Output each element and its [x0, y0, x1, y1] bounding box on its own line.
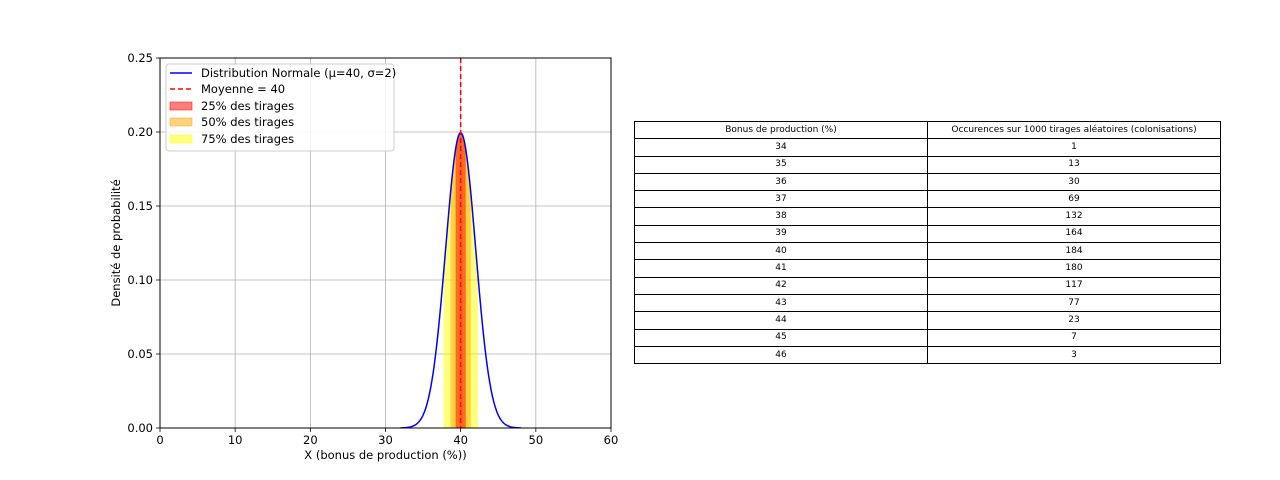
- table-row: 34 1: [634, 138, 1221, 157]
- x-tick-label: 50: [529, 433, 544, 447]
- table-header-bonus: Bonus de production (%): [634, 120, 928, 140]
- legend-swatch-50: [169, 117, 193, 127]
- table-cell-occurrences: 3: [927, 345, 1221, 365]
- table-cell-bonus: 39: [634, 224, 928, 244]
- legend: Distribution Normale (μ=40, σ=2) Moyenne…: [165, 63, 396, 152]
- table-cell-occurrences: 117: [927, 276, 1221, 295]
- legend-label-75: 75% des tirages: [201, 132, 294, 146]
- y-tick-label: 0.25: [127, 51, 153, 65]
- table-cell-occurrences: 164: [927, 224, 1221, 244]
- x-tick-label: 60: [604, 433, 619, 447]
- y-tick-label: 0.05: [127, 347, 153, 361]
- table-cell-bonus: 36: [634, 172, 928, 192]
- legend-label-mean: Moyenne = 40: [201, 82, 285, 96]
- table-cell-occurrences: 132: [927, 207, 1221, 226]
- table-row: 35 13: [634, 155, 1221, 174]
- table-cell-occurrences: 69: [927, 190, 1221, 209]
- y-tick-label: 0.10: [127, 273, 153, 287]
- table-row: 37 69: [634, 190, 1221, 209]
- table-cell-occurrences: 13: [927, 155, 1221, 174]
- probability-bands: [443, 132, 478, 428]
- table-row: 38 132: [634, 207, 1221, 226]
- table-row: 40 184: [634, 242, 1221, 261]
- table-row: 39 164: [634, 224, 1221, 244]
- table-cell-occurrences: 77: [927, 293, 1221, 313]
- x-tick-label: 10: [228, 433, 243, 447]
- table-cell-bonus: 37: [634, 190, 928, 209]
- table-cell-bonus: 45: [634, 328, 928, 347]
- table-cell-occurrences: 180: [927, 259, 1221, 278]
- y-tick-label: 0.00: [127, 421, 153, 435]
- table-header-occurrences: Occurences sur 1000 tirages aléatoires (…: [927, 120, 1221, 140]
- table-row: 43 77: [634, 293, 1221, 313]
- legend-label-distribution: Distribution Normale (μ=40, σ=2): [201, 66, 396, 80]
- legend-box: [165, 63, 395, 152]
- table-cell-bonus: 40: [634, 242, 928, 261]
- table-row: 36 30: [634, 172, 1221, 192]
- x-tick-label: 40: [453, 433, 468, 447]
- table-cell-occurrences: 184: [927, 242, 1221, 261]
- legend-label-50: 50% des tirages: [201, 115, 294, 129]
- legend-swatch-75: [169, 134, 193, 144]
- table-cell-occurrences: 30: [927, 172, 1221, 192]
- table-row: 45 7: [634, 328, 1221, 347]
- x-axis-label: X (bonus de production (%)): [304, 448, 466, 462]
- table-row: 44 23: [634, 311, 1221, 330]
- table-cell-bonus: 41: [634, 259, 928, 278]
- normal-distribution-chart: 0 10 20 30 40 50 60 0.00 0.05 0.10 0.15 0.20 0.25 X …: [109, 51, 618, 462]
- legend-label-25: 25% des tirages: [201, 99, 294, 113]
- table-header-row: Bonus de production (%) Occurences sur 1…: [634, 120, 1221, 140]
- table-cell-occurrences: 7: [927, 328, 1221, 347]
- axis-ticks: 0 10 20 30 40 50 60 0.00 0.05 0.10 0.15 0.20 0.25: [127, 51, 618, 447]
- table-cell-occurrences: 23: [927, 311, 1221, 330]
- distribution-lines: [400, 58, 521, 428]
- x-tick-label: 0: [156, 433, 163, 447]
- y-axis-label: Densité de probabilité: [109, 179, 123, 306]
- table-row: 46 3: [634, 345, 1221, 365]
- x-tick-label: 20: [303, 433, 318, 447]
- table-body: 34 1 35 13 36 30 37 69 38 132 39 164 40 184 41 180 42 117…: [634, 138, 1221, 365]
- table-cell-bonus: 42: [634, 276, 928, 295]
- x-tick-label: 30: [378, 433, 393, 447]
- table-cell-bonus: 38: [634, 207, 928, 226]
- band-25-percent: [455, 132, 466, 428]
- table-row: 41 180: [634, 259, 1221, 278]
- table-cell-bonus: 44: [634, 311, 928, 330]
- table-cell-bonus: 35: [634, 155, 928, 174]
- table-row: 42 117: [634, 276, 1221, 295]
- legend-swatch-25: [169, 101, 193, 111]
- table-cell-occurrences: 1: [927, 138, 1221, 157]
- table-cell-bonus: 43: [634, 293, 928, 313]
- table-cell-bonus: 46: [634, 345, 928, 365]
- occurrences-table: Bonus de production (%) Occurences sur 1…: [634, 120, 1221, 365]
- table-cell-bonus: 34: [634, 138, 928, 157]
- y-tick-label: 0.20: [127, 125, 153, 139]
- y-tick-label: 0.15: [127, 199, 153, 213]
